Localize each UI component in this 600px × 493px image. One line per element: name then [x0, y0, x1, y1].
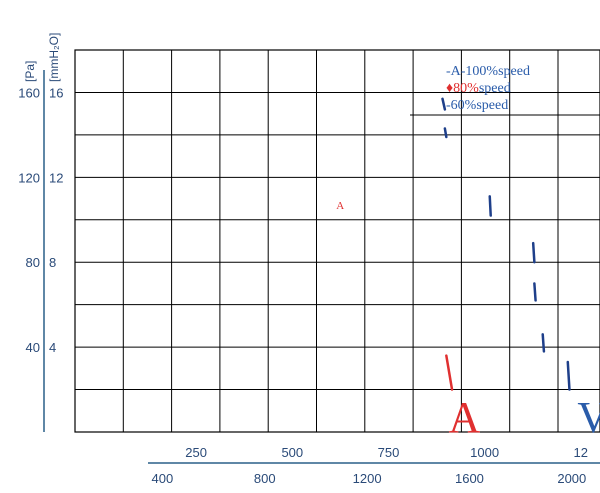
curve-segment: [441, 97, 447, 111]
legend: -A-100%speed ♦80%speed -60%speed: [446, 64, 530, 113]
y-right-tick-label: 4: [49, 340, 56, 355]
x-bottom-tick-label: 2000: [557, 471, 586, 486]
y-right-tick-label: 12: [49, 170, 63, 185]
annotation-label: A: [336, 200, 344, 212]
curve-segment: [445, 354, 454, 391]
legend-diamond-icon: ♦: [446, 81, 453, 96]
legend-80-speed: speed: [479, 81, 511, 96]
x-bottom-tick-label: 1200: [353, 471, 382, 486]
y-left-tick-labels: 40 80 120 160: [18, 85, 40, 355]
x-top-tick-label: 250: [185, 445, 207, 460]
y-unit-pa-label: [Pa]: [23, 61, 37, 82]
curve-segment: [533, 282, 537, 302]
curve-segment: [488, 195, 492, 217]
x-bottom-tick-label: 800: [254, 471, 276, 486]
x-top-tick-label: 500: [281, 445, 303, 460]
y-left-tick-label: 40: [26, 340, 40, 355]
x-bottom-tick-labels: 400 800 1200 1600 2000: [152, 471, 587, 486]
y-left-tick-label: 120: [18, 170, 40, 185]
annotation-label: A: [448, 393, 480, 442]
speed-curves: [441, 97, 571, 391]
y-axis: [Pa] [mmH₂O] 40 80 120 160 4 8 12 16: [18, 33, 63, 432]
curve-segment: [541, 333, 546, 353]
x-bottom-tick-label: 400: [152, 471, 174, 486]
annotation-label: V: [577, 393, 600, 442]
x-top-tick-label: 750: [378, 445, 400, 460]
x-bottom-tick-label: 1600: [455, 471, 484, 486]
chart-annotations: A A V: [336, 200, 600, 442]
y-right-tick-label: 16: [49, 85, 63, 100]
legend-entry-80: ♦80%speed: [446, 81, 511, 96]
legend-entry-60: -60%speed: [446, 98, 508, 113]
x-top-tick-label: 1000: [470, 445, 499, 460]
legend-entry-100: -A-100%speed: [446, 64, 530, 79]
curve-segment: [566, 360, 571, 391]
curve-segment: [443, 127, 448, 139]
y-left-tick-label: 160: [18, 85, 40, 100]
y-unit-mmh2o-label: [mmH₂O]: [47, 33, 61, 82]
curve-segment: [531, 241, 536, 264]
plot-area: [74, 49, 600, 433]
y-right-tick-labels: 4 8 12 16: [49, 85, 63, 355]
y-left-tick-label: 80: [26, 255, 40, 270]
y-right-tick-label: 8: [49, 255, 56, 270]
legend-80-percent: 80%: [453, 81, 479, 96]
grid-lines: [75, 50, 600, 432]
x-top-tick-label: 12: [574, 445, 588, 460]
x-axes: 250 500 750 1000 12 400 800 1200 1600 2000: [148, 445, 600, 486]
x-top-tick-labels: 250 500 750 1000 12: [185, 445, 588, 460]
plot-frame: [74, 49, 600, 433]
